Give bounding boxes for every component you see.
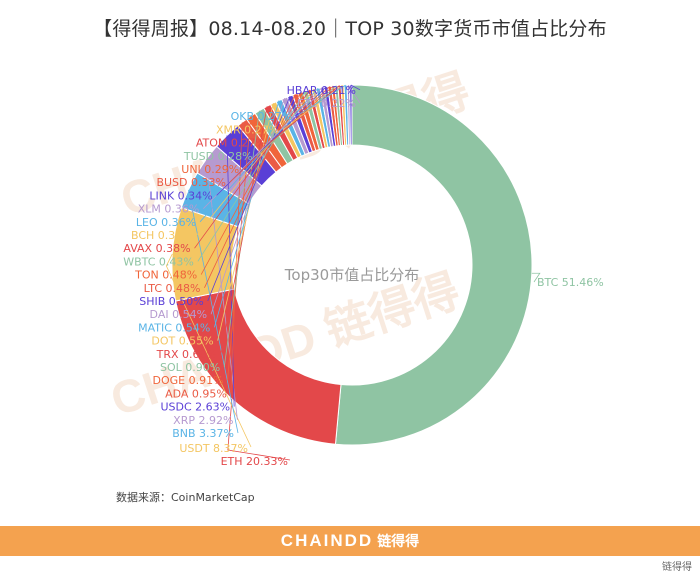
slice-labels: BTC 51.46%ETH 20.33%USDT 8.37%BNB 3.37%X…	[123, 84, 604, 468]
page-title: 【得得周报】08.14-08.20｜TOP 30数字货币市值占比分布	[93, 18, 607, 40]
slice-hbar	[349, 84, 353, 146]
slice-label: XRP 2.92%	[173, 414, 233, 427]
leader-line	[282, 84, 343, 130]
slice-label: BNB 3.37%	[172, 427, 234, 440]
leader-line	[165, 253, 252, 448]
leader-line	[296, 84, 346, 117]
slice-label: OKB 0.27%	[231, 110, 293, 123]
slice-label: XLM 0.36%	[138, 203, 200, 216]
slice-label: USDC 2.63%	[161, 401, 231, 414]
slice-label: SOL 0.90%	[160, 361, 220, 374]
slice-label: SHIB 0.50%	[139, 295, 204, 308]
slice-label: ADA 0.95%	[165, 387, 227, 400]
leader-line	[194, 89, 311, 249]
leader-line	[227, 399, 291, 461]
leader-line	[230, 122, 243, 394]
slice-label: MATIC 0.54%	[138, 321, 210, 334]
footer-brand: CHAINDD	[280, 531, 374, 550]
slice-label: BCH 0.37%	[131, 229, 193, 242]
leader-line	[196, 88, 315, 236]
slice-label: UNI 0.29%	[181, 163, 239, 176]
slice-label: BUSD 0.33%	[156, 176, 226, 189]
slice-label: LEO 0.36%	[136, 216, 196, 229]
slice-label: ETC 0.22%	[297, 97, 356, 110]
slice-label: LTC 0.48%	[144, 282, 201, 295]
slice-label: AVAX 0.38%	[123, 242, 190, 255]
leader-line	[197, 90, 306, 262]
label-leader-lines	[165, 84, 541, 461]
slice-label: XMR 0.27%	[216, 123, 279, 136]
slice-label: DOGE 0.91%	[153, 374, 224, 387]
leader-line	[350, 84, 361, 91]
slice-label: HBAR 0.21%	[287, 84, 356, 97]
footer-brand-cn: 链得得	[377, 534, 420, 550]
leader-line	[204, 93, 296, 288]
slice-btc	[334, 84, 533, 446]
slice-label: ATOM 0.27%	[196, 137, 266, 150]
leader-line	[348, 84, 361, 104]
leader-line	[200, 92, 301, 275]
slice-label: TON 0.48%	[134, 269, 197, 282]
leader-line	[207, 95, 291, 302]
slice-label: LINK 0.34%	[149, 189, 212, 202]
center-label: Top30市值占比分布	[284, 266, 419, 284]
leader-line	[210, 97, 285, 315]
leader-line	[199, 87, 319, 223]
slice-label: TRX 0.68%	[156, 348, 217, 361]
leader-line	[213, 100, 280, 328]
leader-line	[205, 159, 238, 420]
slice-label: TUSD 0.28%	[183, 150, 253, 163]
data-source-note: 数据来源：CoinMarketCap	[116, 491, 255, 504]
slice-label: DOT 0.55%	[151, 335, 213, 348]
leader-line	[269, 85, 340, 143]
slice-label: ETH 20.33%	[221, 455, 288, 468]
footer-banner: CHAINDD 链得得	[0, 526, 700, 556]
slice-label: DAI 0.54%	[150, 308, 208, 321]
leader-line	[531, 272, 541, 283]
slice-label: USDT 8.37%	[179, 442, 248, 455]
leader-line	[188, 189, 239, 434]
leader-line	[217, 102, 274, 341]
slice-label: BTC 51.46%	[537, 276, 604, 289]
leader-line	[220, 106, 268, 354]
corner-badge: 链得得	[662, 562, 692, 573]
slice-label: WBTC 0.43%	[123, 255, 194, 268]
